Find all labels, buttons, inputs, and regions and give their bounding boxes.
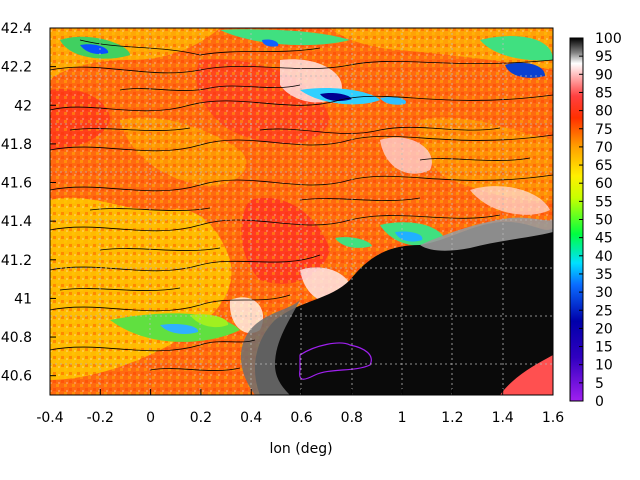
y-tick-label: 41.8 <box>1 137 32 153</box>
colorbar-tick-label: 5 <box>595 376 604 392</box>
x-tick-label: 0.2 <box>190 410 212 426</box>
sea-region <box>255 221 553 395</box>
y-tick-label: 40.8 <box>1 330 32 346</box>
sea-grey-band <box>420 217 553 251</box>
colorbar-tick-label: 0 <box>595 394 604 410</box>
x-tick-label: 0.6 <box>290 410 312 426</box>
sea-grey-band <box>240 300 300 395</box>
y-tick-label: 41.4 <box>1 214 32 230</box>
x-tick-label: 1.2 <box>441 410 463 426</box>
colorbar-tick-label: 25 <box>595 303 613 319</box>
x-axis: -0.4 -0.2 0 0.2 0.4 0.6 0.8 1 1.2 1.4 1.6 <box>36 389 564 426</box>
colorbar-tick-label: 15 <box>595 340 613 356</box>
x-tick-label: -0.2 <box>87 410 114 426</box>
colorbar-tick-label: 65 <box>595 158 613 174</box>
x-axis-label: lon (deg) <box>269 441 332 457</box>
colorbar-tick-label: 40 <box>595 249 613 265</box>
sea-red-corner <box>500 355 553 395</box>
colorbar-tick-label: 55 <box>595 194 613 210</box>
colorbar-tick-label: 75 <box>595 122 613 138</box>
y-tick-label: 41.2 <box>1 253 32 269</box>
high-value-patches <box>229 59 550 334</box>
y-tick-label: 42.4 <box>1 21 32 37</box>
y-tick-label: 40.6 <box>1 369 32 385</box>
grid-lines <box>50 28 553 395</box>
colorbar-tick-label: 10 <box>595 358 613 374</box>
colorbar-tick-label: 50 <box>595 213 613 229</box>
colorbar-tick-label: 70 <box>595 140 613 156</box>
y-tick-label: 41.6 <box>1 176 32 192</box>
y-tick-label: 41 <box>14 291 32 307</box>
contour-lines <box>50 39 553 371</box>
colorbar-tick-label: 85 <box>595 85 613 101</box>
colorbar-tick-label: 100 <box>595 31 622 47</box>
x-tick-label: 0 <box>146 410 155 426</box>
colorbar-tick-label: 90 <box>595 67 613 83</box>
plot-area <box>50 28 553 395</box>
colorbar-tick-label: 95 <box>595 49 613 65</box>
colorbar-tick-label: 35 <box>595 267 613 283</box>
y-tick-label: 42 <box>14 98 32 114</box>
y-axis: 40.6 40.8 41 41.2 41.4 41.6 41.8 42 42.2 42.4 <box>1 21 56 385</box>
x-tick-label: 1.4 <box>492 410 514 426</box>
x-tick-label: 0.8 <box>341 410 363 426</box>
colorbar-tick-label: 80 <box>595 104 613 120</box>
x-tick-label: 1.6 <box>542 410 564 426</box>
x-tick-label: 0.4 <box>240 410 262 426</box>
y-tick-label: 42.2 <box>1 60 32 76</box>
x-tick-label: -0.4 <box>36 410 63 426</box>
colorbar-tick-label: 45 <box>595 231 613 247</box>
colorbar-tick-label: 20 <box>595 321 613 337</box>
purple-contour <box>299 342 372 380</box>
low-value-patches <box>60 29 553 342</box>
colorbar-tick-label: 30 <box>595 285 613 301</box>
colorbar: 0 5 10 15 20 25 30 35 40 45 50 55 60 65 70 75 80 85 90 95 10… <box>569 31 622 410</box>
colorbar-tick-label: 60 <box>595 176 613 192</box>
x-tick-label: 1 <box>398 410 407 426</box>
colorbar-ticks: 0 5 10 15 20 25 30 35 40 45 50 55 60 65 70 75 80 85 90 95 10… <box>579 31 622 410</box>
